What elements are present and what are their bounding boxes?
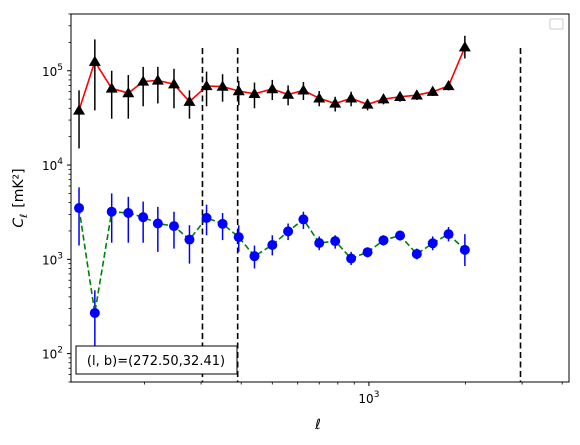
y-axis-label-main: C	[11, 218, 27, 228]
svg-text:Cℓ[mK²]: Cℓ [mK²]	[11, 168, 30, 227]
data-point	[459, 244, 470, 255]
data-point	[426, 85, 439, 96]
y-tick-label: 102	[42, 346, 63, 362]
data-point	[184, 234, 195, 245]
x-tick-label: 103	[358, 390, 379, 406]
data-point	[313, 92, 326, 103]
axis-ticks: 102 103 104 105 103	[42, 13, 563, 406]
y-axis-label-sub: ℓ	[19, 214, 30, 218]
data-point	[427, 238, 438, 249]
legend-box	[549, 18, 564, 30]
data-point	[283, 226, 294, 237]
data-point	[200, 79, 213, 91]
data-point	[361, 98, 374, 109]
data-point	[123, 208, 134, 219]
series-1	[73, 35, 471, 149]
data-point	[282, 88, 295, 99]
data-point	[458, 41, 471, 52]
data-point	[345, 92, 358, 103]
data-point	[377, 93, 390, 104]
data-point	[233, 232, 244, 243]
y-tick-label: 104	[42, 157, 63, 173]
data-point	[314, 238, 325, 249]
data-point	[89, 307, 100, 318]
data-point	[138, 212, 149, 223]
data-point	[298, 214, 309, 225]
data-point	[362, 247, 373, 258]
data-point	[410, 89, 423, 100]
data-point	[168, 221, 179, 232]
data-point	[105, 82, 118, 93]
data-point	[88, 55, 101, 66]
y-tick-label: 105	[42, 63, 63, 79]
data-point	[137, 75, 150, 86]
data-point	[216, 80, 229, 91]
data-point	[267, 239, 278, 250]
data-point	[73, 104, 86, 115]
annotation-frame	[75, 345, 238, 375]
series-layer	[73, 35, 471, 350]
series-2	[74, 187, 470, 350]
data-point	[442, 79, 455, 91]
annotation-text: (l, b)=(272.50,32.41)	[87, 354, 225, 369]
data-point	[443, 229, 454, 240]
data-point	[297, 84, 310, 95]
data-point	[151, 74, 164, 85]
data-point	[248, 87, 261, 98]
data-point	[378, 235, 389, 246]
y-axis-label: Cℓ [mK²]	[11, 168, 30, 227]
data-point	[249, 251, 260, 262]
data-point	[395, 230, 406, 241]
data-point	[167, 78, 180, 89]
plot-frame	[70, 13, 570, 383]
vertical-lines	[201, 48, 522, 382]
y-axis-label-unit: [mK²]	[11, 168, 27, 207]
data-point	[74, 203, 85, 214]
data-point	[266, 83, 279, 94]
data-point	[106, 206, 117, 217]
data-point	[152, 218, 163, 229]
data-point	[411, 248, 422, 259]
data-point	[346, 253, 357, 264]
data-point	[183, 95, 196, 106]
data-point	[232, 85, 245, 96]
data-point	[394, 90, 407, 101]
data-point	[201, 212, 212, 223]
annotation-box: (l, b)=(272.50,32.41)	[75, 345, 238, 375]
data-point	[217, 218, 228, 229]
data-point	[329, 97, 342, 108]
x-axis-label: ℓ	[314, 417, 321, 433]
y-tick-label: 103	[42, 251, 63, 267]
data-point	[122, 87, 135, 98]
data-point	[330, 236, 341, 247]
